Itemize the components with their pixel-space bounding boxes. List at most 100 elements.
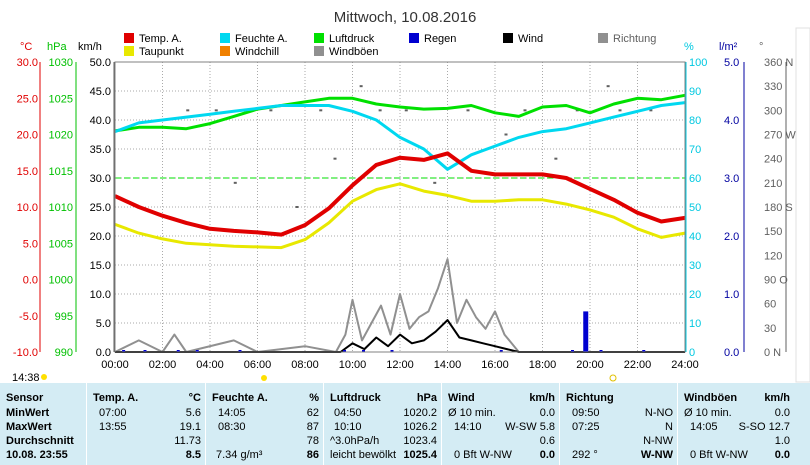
feuchte-avg-value: 78 — [306, 435, 319, 447]
direction-point — [606, 85, 610, 88]
x-tick-label: 20:00 — [576, 359, 604, 371]
wind-tick-label: 40.0 — [90, 115, 111, 127]
temp-tick-label: 5.0 — [23, 238, 38, 250]
temp-tick-label: 20.0 — [17, 130, 38, 142]
sun-icon — [41, 374, 47, 380]
rain-blip — [599, 350, 603, 352]
row-label-min: MinWert — [6, 407, 50, 419]
temp-tick-label: -10.0 — [13, 347, 38, 359]
gust-bft: 0 Bft W-NW — [690, 449, 748, 461]
legend-luftdruck: Luftdruck — [329, 33, 375, 45]
direction-point — [295, 206, 299, 208]
hum-tick-label: 70 — [689, 144, 701, 156]
series-line-windböen — [114, 258, 685, 353]
direction-point — [504, 133, 508, 136]
direction-point — [319, 109, 323, 112]
legend-swatch-regen — [409, 33, 419, 43]
feuchte-min-time: 14:05 — [218, 407, 246, 419]
hum-axis-unit: % — [684, 41, 694, 53]
press-tick-label: 995 — [55, 311, 73, 323]
x-tick-label: 24:00 — [671, 359, 699, 371]
direction-point — [618, 109, 622, 112]
legend-swatch-wind — [503, 33, 513, 43]
wind-tick-label: 45.0 — [90, 86, 111, 98]
legend-swatch-feuchte — [220, 33, 230, 43]
wind-tick-label: 25.0 — [90, 202, 111, 214]
rain-tick-label: 1.0 — [724, 289, 739, 301]
hum-tick-label: 20 — [689, 289, 701, 301]
rain-blip — [343, 350, 346, 352]
col-luftdruck-header: Luftdruck — [330, 392, 381, 404]
dir-tick-label: 0 N — [764, 347, 781, 359]
direction-point — [433, 181, 437, 184]
dir-tick-label: 120 — [764, 250, 782, 262]
press-tick-label: 1020 — [49, 130, 73, 142]
col-richtung: Richtung 09:50 N-NO 07:25 N N-NW 292 ° W-NW — [560, 383, 677, 465]
col-sensor: Sensor MinWert MaxWert Durchschnitt 10.0… — [0, 383, 86, 465]
legend-regen: Regen — [424, 33, 456, 45]
wind-tick-label: 30.0 — [90, 173, 111, 185]
gust-avg-value: 1.0 — [774, 435, 790, 447]
press-min-value: 1020.2 — [403, 407, 437, 419]
col-feuchte-header: Feuchte A. — [212, 392, 268, 404]
wind-tick-label: 50.0 — [90, 57, 111, 69]
x-tick-label: 18:00 — [529, 359, 557, 371]
legend-windboeen: Windböen — [329, 46, 379, 58]
direction-point — [649, 109, 653, 112]
press-max-value: 1026.2 — [403, 421, 437, 433]
direction-point — [333, 157, 337, 160]
wind-max-time: 14:10 — [454, 421, 482, 433]
dir-tick-label: 150 — [764, 226, 782, 238]
moon-marker-icon — [609, 374, 617, 382]
dir-tick-label: 210 — [764, 178, 782, 190]
wind-tick-label: 5.0 — [96, 318, 111, 330]
x-tick-label: 00:00 — [101, 359, 129, 371]
weather-chart: Mittwoch, 10.08.2016 Temp. A. Feuchte A.… — [12, 9, 810, 383]
temp-tick-label: 0.0 — [23, 275, 38, 287]
gust-max-time: 14:05 — [690, 421, 718, 433]
dir-tick-label: 60 — [764, 299, 776, 311]
gust-avg-label: Ø 10 min. — [684, 407, 732, 419]
chart-title: Mittwoch, 10.08.2016 — [334, 9, 477, 26]
col-wind: Wind km/h Ø 10 min. 0.0 14:10 W-SW 5.8 0.6 … — [442, 383, 559, 465]
feuchte-current-abs: 7.34 g/m³ — [216, 449, 263, 461]
hum-tick-label: 40 — [689, 231, 701, 243]
series-line-luftdruck — [114, 93, 686, 133]
col-wind-header: Wind — [448, 392, 475, 404]
temp-max-time: 13:55 — [99, 421, 127, 433]
direction-point — [233, 181, 237, 184]
wind-bft: 0 Bft W-NW — [454, 449, 512, 461]
rain-blip — [571, 350, 574, 352]
col-feuchte: Feuchte A.% 14:05 62 08:30 87 78 7.34 g/m³… — [206, 383, 323, 465]
sunrise-time: 14:38 — [12, 372, 40, 383]
rain-blip — [390, 350, 394, 352]
direction-point — [404, 109, 408, 112]
gust-max-value: S-SO 12.7 — [738, 421, 790, 433]
rain-tick-label: 0.0 — [724, 347, 739, 359]
press-tick-label: 990 — [55, 347, 73, 359]
press-tick-label: 1025 — [49, 93, 73, 105]
dir-tick-label: 240 — [764, 154, 782, 166]
press-avg-value: 1023.4 — [403, 435, 437, 447]
rain-tick-label: 4.0 — [724, 115, 739, 127]
feuchte-max-value: 87 — [306, 421, 319, 433]
x-tick-label: 12:00 — [386, 359, 414, 371]
x-tick-label: 02:00 — [149, 359, 177, 371]
legend-swatch-taupunkt — [124, 46, 134, 56]
temp-min-value: 5.6 — [185, 407, 201, 419]
press-tick-label: 1015 — [49, 166, 73, 178]
col-sensor-header: Sensor — [6, 392, 44, 404]
col-luftdruck-unit: hPa — [416, 392, 437, 404]
col-temp-unit: °C — [188, 392, 201, 404]
gust-current-value: 0.0 — [774, 449, 790, 461]
dir-tick-label: 330 — [764, 81, 782, 93]
dir-tick-label: 180 S — [764, 202, 793, 214]
direction-point — [269, 109, 273, 112]
rain-blip — [238, 350, 242, 352]
col-luftdruck: Luftdruck hPa 04:50 1020.2 10:10 1026.2 ^3.… — [324, 383, 441, 465]
rain-blip — [642, 350, 646, 352]
col-richtung-header: Richtung — [566, 392, 614, 404]
series-line-wind — [115, 319, 685, 353]
row-label-max: MaxWert — [6, 421, 52, 433]
rain-blip — [122, 350, 126, 352]
